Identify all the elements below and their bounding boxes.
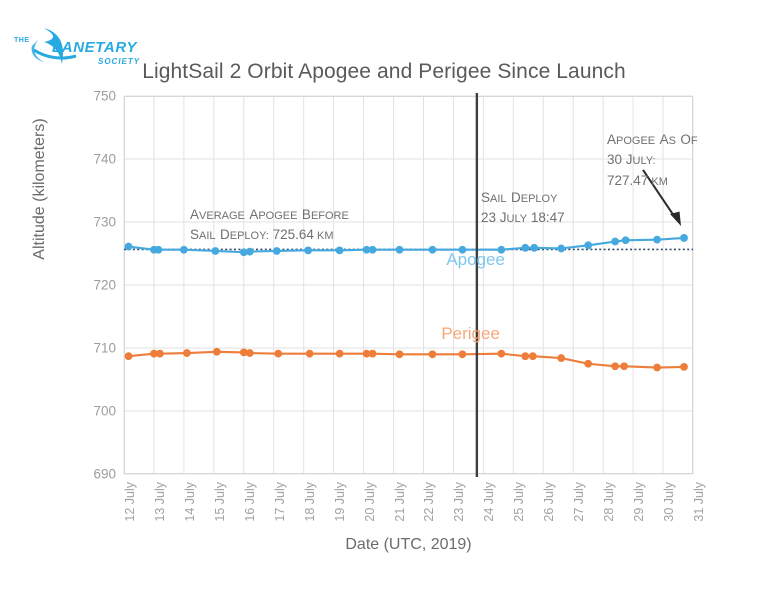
annotation-sail-deploy-line2: 23 JULY 18:47 bbox=[481, 210, 565, 226]
x-tick-label: 19 July bbox=[332, 482, 347, 522]
svg-text:SOCIETY: SOCIETY bbox=[98, 57, 140, 66]
plot-canvas bbox=[123, 93, 694, 477]
x-tick-label: 30 July bbox=[662, 482, 677, 522]
annotation-average-apogee: AVERAGE APOGEE BEFORE SAIL DEPLOY: 725.64… bbox=[190, 205, 349, 246]
y-axis-title: Altitude (kilometers) bbox=[31, 118, 48, 260]
chart-title: LightSail 2 Orbit Apogee and Perigee Sin… bbox=[142, 60, 626, 83]
x-tick-label: 26 July bbox=[542, 482, 557, 522]
x-tick-label: 29 July bbox=[632, 482, 647, 522]
x-tick-label: 17 July bbox=[272, 482, 287, 522]
x-tick-label: 23 July bbox=[452, 482, 467, 522]
x-tick-label: 31 July bbox=[692, 482, 706, 522]
y-tick-label: 740 bbox=[93, 151, 116, 167]
y-tick-label: 720 bbox=[93, 277, 116, 293]
x-tick-label: 22 July bbox=[422, 482, 437, 522]
x-tick-label: 25 July bbox=[512, 482, 527, 522]
annotation-average-apogee-line2: SAIL DEPLOY: 725.64 KM bbox=[190, 227, 334, 243]
x-tick-label: 12 July bbox=[123, 482, 137, 522]
annotation-apogee-callout: APOGEE AS OF 30 JULY: 727.47 KM bbox=[607, 130, 698, 191]
x-tick-label: 24 July bbox=[482, 482, 497, 522]
x-tick-label: 21 July bbox=[392, 482, 407, 522]
x-tick-label: 16 July bbox=[242, 482, 257, 522]
y-tick-label: 730 bbox=[93, 214, 116, 230]
y-tick-label: 750 bbox=[93, 88, 116, 104]
svg-text:LANETARY: LANETARY bbox=[52, 39, 138, 56]
annotation-apogee-callout-line1: APOGEE AS OF bbox=[607, 132, 698, 147]
x-tick-label: 27 July bbox=[572, 482, 587, 522]
annotation-average-apogee-line1: AVERAGE APOGEE BEFORE bbox=[190, 207, 349, 222]
x-tick-label: 18 July bbox=[302, 482, 317, 522]
y-tick-label: 700 bbox=[93, 403, 116, 419]
annotation-apogee-callout-line2: 30 JULY: bbox=[607, 152, 656, 168]
x-tick-label: 20 July bbox=[362, 482, 377, 522]
x-axis-title: Date (UTC, 2019) bbox=[345, 536, 472, 553]
annotation-apogee-callout-line3: 727.47 KM bbox=[607, 172, 668, 188]
series-label-perigee: Perigee bbox=[441, 324, 500, 344]
y-tick-label: 710 bbox=[93, 340, 116, 356]
x-tick-label: 28 July bbox=[602, 482, 617, 522]
x-tick-label: 14 July bbox=[182, 482, 197, 522]
x-tick-label: 15 July bbox=[212, 482, 227, 522]
annotation-sail-deploy: SAIL DEPLOY 23 JULY 18:47 bbox=[481, 188, 565, 229]
planetary-society-logo: THE LANETARY SOCIETY bbox=[10, 20, 165, 72]
y-tick-label: 690 bbox=[93, 466, 116, 482]
annotation-sail-deploy-line1: SAIL DEPLOY bbox=[481, 190, 558, 205]
series-label-apogee: Apogee bbox=[446, 250, 505, 270]
x-tick-label: 13 July bbox=[152, 482, 167, 522]
svg-text:THE: THE bbox=[14, 37, 30, 44]
plot-area: 690 700 710 720 730 740 750 12 July 13 July 14 J… bbox=[93, 89, 706, 522]
